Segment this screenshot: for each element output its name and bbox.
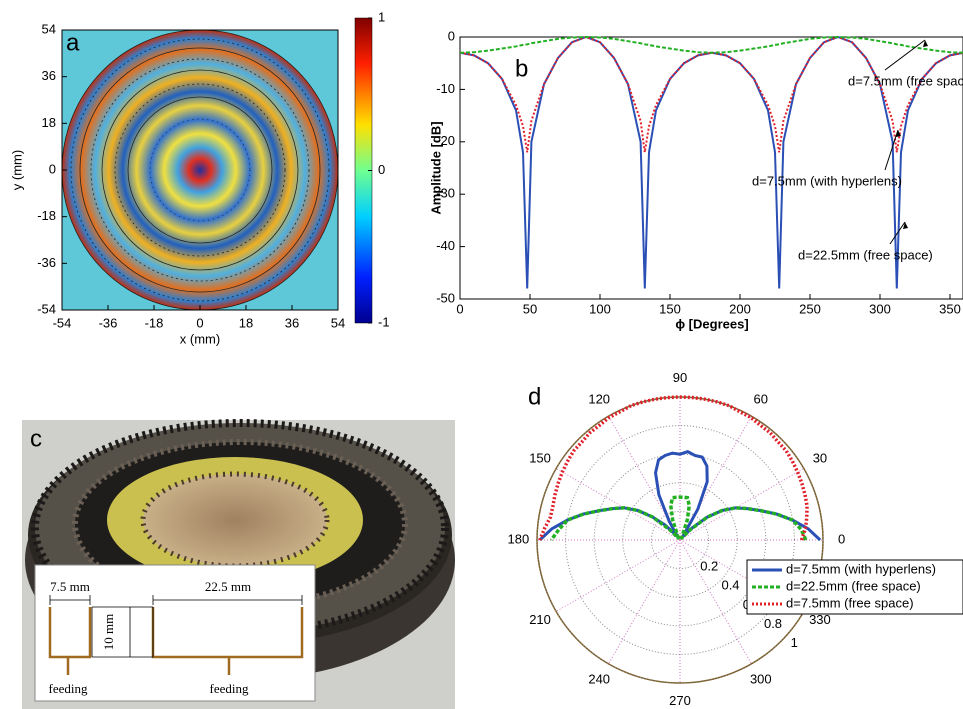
- colorbar-tick-label: 1: [378, 9, 385, 24]
- x-tick-label: 250: [799, 301, 821, 316]
- angle-tick-label: 240: [588, 671, 610, 686]
- y-tick-label: 0: [448, 28, 455, 43]
- angle-tick-label: 0: [838, 531, 845, 546]
- r-tick-label: 1: [791, 635, 798, 650]
- y-axis-label: y (mm): [9, 150, 24, 190]
- panel-label: c: [30, 425, 42, 452]
- x-tick-label: 200: [729, 301, 751, 316]
- y-tick-label: 0: [49, 161, 56, 176]
- r-tick-label: 0.4: [721, 578, 739, 593]
- y-tick-label: -40: [436, 238, 455, 253]
- y-tick-label: -36: [37, 255, 56, 270]
- legend-label: d=7.5mm (free space): [786, 595, 914, 610]
- x-tick-label: 50: [523, 301, 537, 316]
- angle-tick-label: 150: [529, 451, 551, 466]
- x-axis-label: x (mm): [180, 331, 220, 346]
- legend-label: d=22.5mm (free space): [786, 578, 921, 593]
- annotation: d=22.5mm (free space): [798, 247, 933, 262]
- y-tick-label: -18: [37, 208, 56, 223]
- x-tick-label: 150: [659, 301, 681, 316]
- colorbar-tick-label: -1: [378, 314, 390, 329]
- x-tick-label: 36: [285, 315, 299, 330]
- field-image: [62, 30, 338, 310]
- x-tick-label: 18: [239, 315, 253, 330]
- x-tick-label: 54: [331, 315, 345, 330]
- annotation: d=7.5mm (with hyperlens): [752, 173, 902, 188]
- polar-plot: 0.20.40.60.81030609012015018021024027030…: [508, 370, 846, 708]
- legend-label: d=7.5mm (with hyperlens): [786, 561, 936, 576]
- y-tick-label: 54: [42, 21, 56, 36]
- angle-tick-label: 180: [508, 531, 530, 546]
- feed-label: feeding: [49, 681, 88, 696]
- angle-tick-label: 270: [669, 693, 691, 708]
- series-line: [460, 37, 963, 152]
- x-tick-label: 0: [456, 301, 463, 316]
- r-tick-label: 0.8: [764, 616, 782, 631]
- x-tick-label: 350: [939, 301, 961, 316]
- angle-tick-label: 210: [529, 612, 551, 627]
- dimension-label: 22.5 mm: [205, 579, 251, 594]
- x-tick-label: -18: [145, 315, 164, 330]
- y-tick-label: -10: [436, 81, 455, 96]
- y-tick-label: 36: [42, 68, 56, 83]
- x-tick-label: -54: [53, 315, 72, 330]
- dimension-label: 7.5 mm: [50, 579, 90, 594]
- angle-tick-label: 90: [673, 370, 687, 385]
- dimension-label: 10 mm: [101, 614, 116, 650]
- panel-label: b: [515, 55, 528, 82]
- colorbar-tick-label: 0: [378, 162, 385, 177]
- r-tick-label: 0.2: [700, 559, 718, 574]
- angle-tick-label: 300: [750, 671, 772, 686]
- panel-label: a: [66, 29, 80, 56]
- x-tick-label: 100: [589, 301, 611, 316]
- y-axis-label: Amplitude [dB]: [428, 121, 443, 214]
- angle-tick-label: 120: [588, 391, 610, 406]
- y-tick-label: -54: [37, 301, 56, 316]
- panel-label: d: [528, 383, 541, 410]
- y-tick-label: -50: [436, 290, 455, 305]
- feed-label: feeding: [210, 681, 249, 696]
- angle-tick-label: 60: [754, 391, 768, 406]
- annotation-arrow: [885, 40, 925, 70]
- series-line: [460, 37, 963, 53]
- annotation: d=7.5mm (free space): [848, 73, 963, 88]
- x-tick-label: 0: [196, 315, 203, 330]
- x-axis-label: ϕ [Degrees]: [675, 316, 748, 331]
- angle-tick-label: 30: [813, 451, 827, 466]
- x-tick-label: -36: [99, 315, 118, 330]
- x-tick-label: 300: [869, 301, 891, 316]
- y-tick-label: 18: [42, 115, 56, 130]
- figure: 0.20.40.60.81030609012015018021024027030…: [0, 0, 963, 709]
